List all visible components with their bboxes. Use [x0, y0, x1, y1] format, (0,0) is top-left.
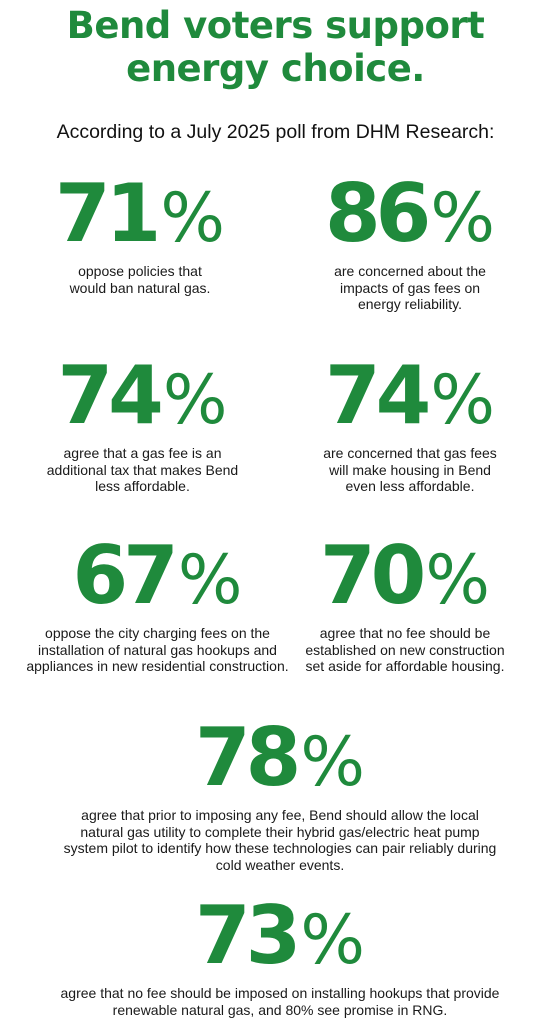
stat-value: 74 — [57, 349, 164, 442]
stat-number: 74% — [20, 354, 265, 443]
stat-description: oppose policies that would ban natural g… — [69, 263, 211, 296]
percent-sign: % — [300, 901, 365, 980]
stat-number: 70% — [285, 534, 525, 623]
stat-value: 78 — [195, 711, 301, 804]
page-title: Bend voters support energy choice. — [0, 4, 551, 90]
percent-sign: % — [160, 179, 225, 258]
stat-number: 78% — [60, 716, 500, 805]
percent-sign: % — [300, 723, 365, 802]
stat-block-1: 71% oppose policies that would ban natur… — [30, 172, 250, 296]
stat-number: 86% — [290, 172, 530, 261]
title-line-1: Bend voters support — [66, 4, 485, 47]
stat-number: 67% — [25, 534, 290, 623]
stat-description: agree that no fee should be established … — [305, 625, 505, 674]
stat-value: 70 — [320, 529, 426, 622]
stat-description: agree that no fee should be imposed on i… — [60, 985, 500, 1018]
title-line-2: energy choice. — [126, 47, 425, 90]
stat-description: agree that prior to imposing any fee, Be… — [63, 807, 497, 873]
stat-description: are concerned about the impacts of gas f… — [334, 263, 486, 312]
stat-number: 71% — [30, 172, 250, 261]
stat-value: 86 — [325, 167, 431, 260]
percent-sign: % — [177, 541, 243, 620]
stat-block-4: 74% are concerned that gas fees will mak… — [290, 354, 530, 495]
percent-sign: % — [430, 361, 495, 440]
stat-block-8: 73% agree that no fee should be imposed … — [40, 894, 520, 1018]
stat-value: 71 — [55, 167, 161, 260]
percent-sign: % — [425, 541, 490, 620]
stat-block-6: 70% agree that no fee should be establis… — [285, 534, 525, 675]
stat-number: 74% — [290, 354, 530, 443]
stat-value: 74 — [325, 349, 431, 442]
stat-description: agree that a gas fee is an additional ta… — [46, 445, 239, 494]
stat-block-5: 67% oppose the city charging fees on the… — [25, 534, 290, 675]
percent-sign: % — [430, 179, 495, 258]
stat-value: 67 — [72, 529, 179, 622]
stat-block-2: 86% are concerned about the impacts of g… — [290, 172, 530, 313]
stat-description: are concerned that gas fees will make ho… — [323, 445, 497, 494]
stat-block-3: 74% agree that a gas fee is an additiona… — [20, 354, 265, 495]
stat-value: 73 — [195, 889, 301, 982]
stat-block-7: 78% agree that prior to imposing any fee… — [60, 716, 500, 873]
stat-number: 73% — [40, 894, 520, 983]
subtitle: According to a July 2025 poll from DHM R… — [56, 121, 495, 143]
percent-sign: % — [162, 361, 228, 440]
stat-description: oppose the city charging fees on the ins… — [26, 625, 289, 674]
